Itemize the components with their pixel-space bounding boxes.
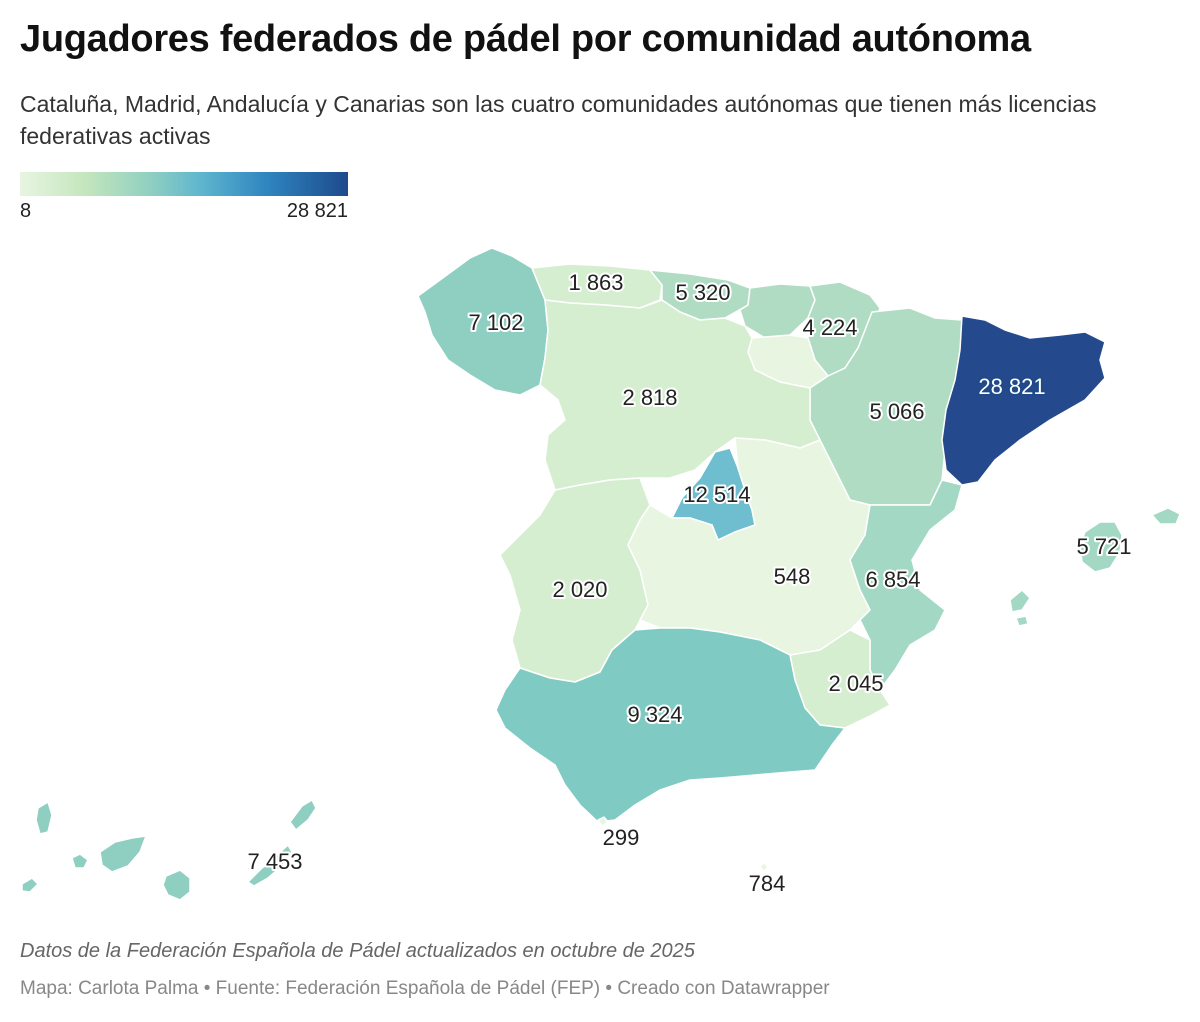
legend-max-label: 28 821 <box>286 200 348 222</box>
value-label-murcia: 2 045 <box>828 671 883 696</box>
region-canarias-el-hierro[interactable] <box>21 877 39 893</box>
legend-gradient-bar <box>20 172 348 196</box>
data-note: Datos de la Federación Española de Pádel… <box>20 940 695 962</box>
region-melilla[interactable] <box>759 862 769 872</box>
color-legend: 8 28 821 <box>20 172 348 222</box>
value-label-melilla: 784 <box>749 871 786 896</box>
value-label-canarias: 7 453 <box>247 849 302 874</box>
spain-choropleth-map: 7 102 1 863 5 320 4 224 5 066 28 821 2 8… <box>21 247 1181 901</box>
region-baleares-mallorca[interactable] <box>1079 521 1123 573</box>
legend-labels: 8 28 821 <box>20 196 348 222</box>
legend-min-label: 8 <box>20 200 32 222</box>
value-label-galicia: 7 102 <box>468 310 523 335</box>
region-baleares-ibiza[interactable] <box>1009 589 1031 613</box>
region-canarias-la-gomera[interactable] <box>71 853 89 869</box>
value-label-baleares: 5 721 <box>1076 534 1131 559</box>
region-canarias-tenerife[interactable] <box>99 835 147 873</box>
region-canarias-la-palma[interactable] <box>35 801 53 835</box>
value-label-madrid: 12 514 <box>683 482 750 507</box>
value-label-valencia: 6 854 <box>865 567 920 592</box>
region-baleares-formentera[interactable] <box>1015 615 1029 627</box>
region-canarias-fuerteventura[interactable] <box>247 844 293 887</box>
region-cataluna[interactable] <box>941 315 1106 486</box>
region-canarias-lanzarote[interactable] <box>289 799 317 831</box>
value-label-castilla-leon: 2 818 <box>622 385 677 410</box>
region-valencia[interactable] <box>849 479 963 691</box>
value-label-cataluna: 28 821 <box>978 374 1045 399</box>
value-label-pais-vasco-navarra: 4 224 <box>802 315 857 340</box>
credits-footer: Mapa: Carlota Palma • Fuente: Federación… <box>20 978 830 999</box>
region-baleares-menorca[interactable] <box>1151 507 1181 525</box>
chart-subtitle: Cataluña, Madrid, Andalucía y Canarias s… <box>20 91 1097 149</box>
region-ceuta[interactable] <box>597 816 609 827</box>
value-label-asturias: 1 863 <box>568 270 623 295</box>
value-label-ceuta: 299 <box>603 825 640 850</box>
value-label-castilla-la-mancha: 548 <box>774 564 811 589</box>
region-canarias-gran-canaria[interactable] <box>162 869 191 901</box>
value-label-extremadura: 2 020 <box>552 577 607 602</box>
region-andalucia[interactable] <box>495 627 846 823</box>
value-label-cantabria: 5 320 <box>675 280 730 305</box>
chart-title: Jugadores federados de pádel por comunid… <box>20 18 1031 60</box>
value-label-aragon: 5 066 <box>869 399 924 424</box>
value-label-andalucia: 9 324 <box>627 702 682 727</box>
